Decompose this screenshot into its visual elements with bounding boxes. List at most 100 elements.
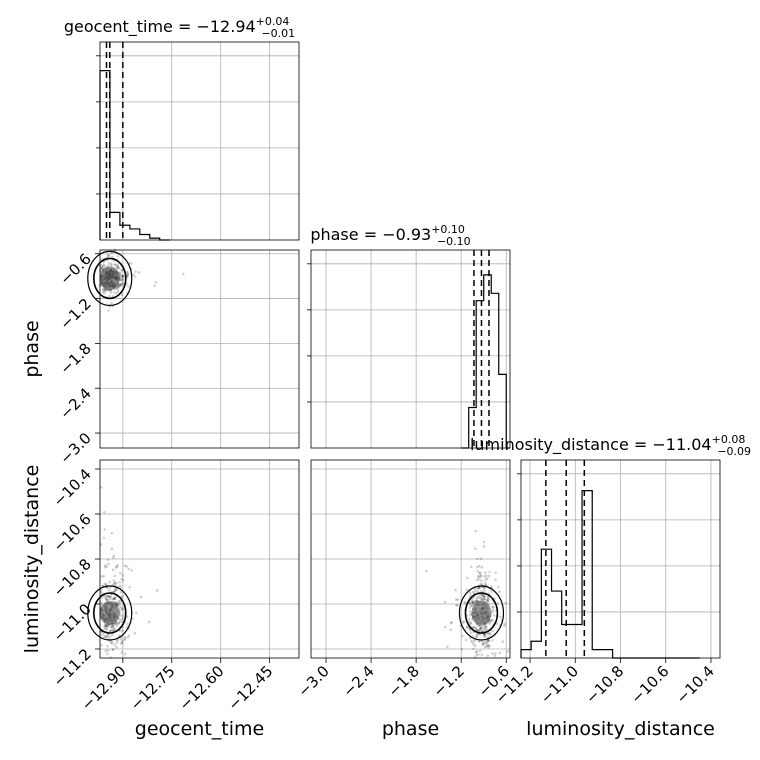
- x-tick-label: −2.4: [339, 662, 377, 700]
- sample-point: [471, 601, 475, 604]
- sample-point: [110, 531, 114, 535]
- sample-point: [116, 286, 119, 290]
- sample-point: [491, 652, 494, 655]
- sample-point: [127, 284, 130, 288]
- sample-point: [471, 600, 474, 603]
- sample-point: [481, 642, 485, 645]
- sample-point: [476, 570, 480, 573]
- sample-point: [487, 574, 491, 578]
- sample-point: [181, 272, 185, 276]
- sample-point: [108, 629, 112, 633]
- sample-point: [468, 606, 472, 609]
- sample-point: [468, 592, 472, 595]
- sample-point: [460, 647, 464, 651]
- sample-point: [107, 562, 111, 566]
- sample-point: [120, 640, 124, 643]
- sample-point: [482, 642, 486, 645]
- sample-point: [118, 620, 122, 624]
- sample-point: [486, 643, 489, 647]
- sample-point: [474, 589, 477, 593]
- sample-point: [120, 577, 123, 581]
- sample-point: [113, 596, 117, 599]
- contour-line: [464, 592, 499, 634]
- contour-line: [87, 585, 133, 641]
- sample-point: [115, 581, 118, 585]
- sample-point: [100, 591, 104, 595]
- sample-point: [482, 629, 486, 633]
- sample-point: [111, 641, 115, 645]
- sample-point: [123, 635, 127, 639]
- x-tick-label: −10.4: [673, 662, 718, 707]
- x-tick-label: −12.90: [78, 662, 130, 714]
- density-core: [471, 601, 492, 625]
- sample-point: [120, 276, 124, 280]
- sample-point: [104, 563, 107, 567]
- sample-point: [125, 565, 129, 568]
- sample-point: [487, 596, 490, 600]
- sample-point: [472, 642, 476, 646]
- sample-point: [120, 606, 124, 609]
- sample-point: [118, 284, 121, 288]
- sample-point: [121, 594, 125, 598]
- sample-point: [110, 629, 113, 632]
- sample-point: [488, 622, 491, 625]
- x-tick-label: −11.0: [537, 662, 582, 707]
- sample-point: [498, 651, 502, 655]
- sample-point: [494, 652, 497, 655]
- sample-point: [479, 557, 483, 560]
- sample-point: [102, 574, 106, 578]
- sample-point: [471, 590, 475, 594]
- panel-frame: [310, 459, 511, 659]
- sample-point: [488, 632, 492, 636]
- sample-point: [116, 288, 120, 291]
- sample-point: [476, 574, 480, 578]
- sample-point: [488, 570, 492, 574]
- sample-point: [480, 653, 484, 657]
- sample-point: [112, 597, 116, 601]
- sample-point: [147, 620, 151, 624]
- sample-point: [105, 597, 108, 600]
- sample-point: [480, 579, 484, 583]
- sample-point: [133, 632, 137, 635]
- contour-line: [92, 592, 127, 634]
- sample-point: [464, 638, 468, 642]
- sample-point: [109, 262, 113, 266]
- sample-point: [114, 566, 118, 569]
- sample-point: [471, 641, 474, 644]
- sample-point: [471, 600, 475, 604]
- sample-point: [128, 585, 131, 589]
- sample-point: [470, 639, 473, 643]
- sample-point: [444, 625, 447, 629]
- sample-point: [123, 637, 127, 641]
- sample-point: [155, 589, 159, 592]
- y-tick-label: −1.2: [56, 295, 94, 333]
- sample-point: [121, 274, 125, 278]
- sample-point: [113, 626, 116, 630]
- sample-point: [125, 271, 129, 274]
- sample-point: [100, 575, 104, 578]
- sample-point: [485, 599, 488, 602]
- sample-point: [485, 640, 488, 644]
- sample-point: [483, 597, 487, 600]
- sample-point: [105, 627, 109, 630]
- sample-point: [487, 639, 491, 643]
- sample-point: [113, 589, 117, 593]
- title-lower-error: −0.09: [717, 445, 751, 458]
- sample-point: [476, 599, 479, 603]
- panel-title-luminosity_distance: luminosity_distance = −11.04+0.08 −0.09: [470, 433, 751, 458]
- sample-point: [112, 590, 116, 594]
- sample-point: [474, 650, 478, 654]
- sample-point: [109, 640, 113, 643]
- y-tick-label: −1.8: [56, 339, 94, 377]
- sample-point: [110, 633, 114, 637]
- sample-point: [111, 598, 114, 601]
- sample-point: [104, 625, 108, 628]
- sample-point: [483, 635, 487, 639]
- sample-point: [482, 624, 485, 627]
- sample-point: [477, 586, 481, 590]
- sample-point: [480, 565, 484, 569]
- sample-point: [477, 575, 480, 579]
- sample-point: [466, 625, 469, 629]
- sample-point: [119, 591, 123, 594]
- sample-point: [478, 629, 481, 632]
